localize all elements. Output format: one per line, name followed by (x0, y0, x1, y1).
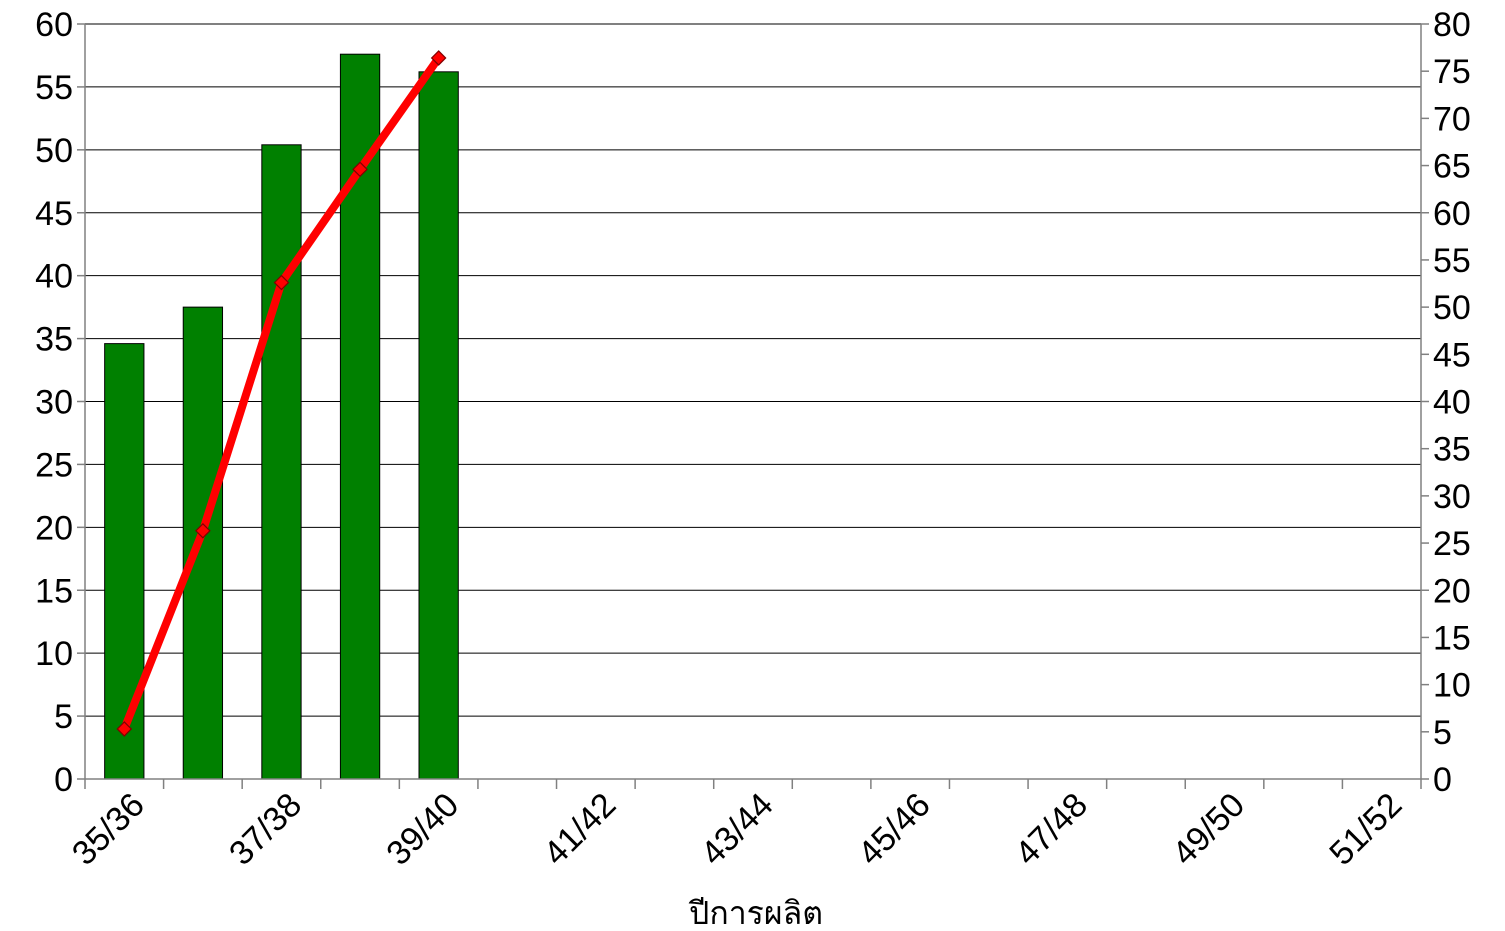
right-y-tick-label: 55 (1433, 242, 1471, 280)
line-point-marker (116, 721, 133, 737)
right-y-tick-label: 75 (1433, 53, 1471, 91)
bar (182, 306, 224, 780)
x-tick-label: 49/50 (1165, 786, 1252, 873)
gridlines (85, 23, 1421, 717)
right-y-tick-labels: 0 5 10 15 20 25 30 35 40 45 50 55 60 65 70 75 80 (1433, 6, 1471, 799)
x-axis-title: ปีการผลิต (688, 894, 823, 931)
x-tick-label: 39/40 (379, 786, 466, 873)
x-tick-label: 45/46 (851, 786, 938, 873)
right-y-tick-label: 20 (1433, 572, 1471, 610)
left-y-tick-label: 25 (35, 446, 73, 484)
bar (104, 343, 145, 780)
right-y-tick-label: 5 (1433, 714, 1452, 752)
x-tick-label: 47/48 (1008, 786, 1095, 873)
left-y-tick-label: 15 (35, 572, 73, 610)
right-y-tick-label: 10 (1433, 667, 1471, 705)
x-tick-labels: 35/36 37/38 39/40 41/42 43/44 45/46 47/48 49/50… (65, 786, 1409, 873)
bar (261, 144, 302, 780)
right-y-tick-label: 15 (1433, 619, 1471, 657)
left-y-tick-labels: 0 5 10 15 20 25 30 35 40 45 50 55 60 (35, 6, 73, 799)
left-y-tick-label: 20 (35, 509, 73, 547)
left-y-tick-label: 10 (35, 635, 73, 673)
line-point-marker (352, 161, 368, 178)
line-series (116, 50, 447, 737)
x-tick-label: 35/36 (65, 786, 152, 873)
left-y-tick-label: 40 (35, 258, 73, 296)
left-y-tick-label: 50 (35, 132, 73, 170)
right-y-tick-label: 65 (1433, 148, 1471, 186)
x-tick-label: 43/44 (694, 786, 781, 873)
right-y-tick-label: 50 (1433, 289, 1471, 327)
right-y-tick-label: 25 (1433, 525, 1471, 563)
right-y-tick-label: 40 (1433, 384, 1471, 422)
left-y-tick-label: 60 (35, 6, 73, 44)
line-point-marker (430, 50, 447, 66)
left-y-tick-label: 5 (54, 698, 73, 736)
x-tick-label: 41/42 (536, 786, 623, 873)
right-y-tick-label: 70 (1433, 100, 1471, 138)
left-y-tick-label: 30 (35, 384, 73, 422)
left-y-tick-label: 0 (54, 761, 73, 799)
right-y-tick-label: 0 (1433, 761, 1452, 799)
x-tick-label: 51/52 (1322, 786, 1409, 873)
left-y-tick-label: 35 (35, 321, 73, 359)
tick-marks (77, 23, 1429, 789)
left-y-tick-label: 45 (35, 195, 73, 233)
bar (418, 71, 459, 780)
right-y-tick-label: 60 (1433, 195, 1471, 233)
right-y-tick-label: 80 (1433, 6, 1471, 44)
x-tick-label: 37/38 (222, 786, 309, 873)
right-y-tick-label: 30 (1433, 478, 1471, 516)
left-y-tick-label: 55 (35, 69, 73, 107)
line-point-marker (273, 274, 290, 291)
right-y-tick-label: 35 (1433, 431, 1471, 469)
bar-series (104, 53, 459, 780)
right-y-tick-label: 45 (1433, 336, 1471, 374)
line-point-marker (195, 522, 211, 539)
